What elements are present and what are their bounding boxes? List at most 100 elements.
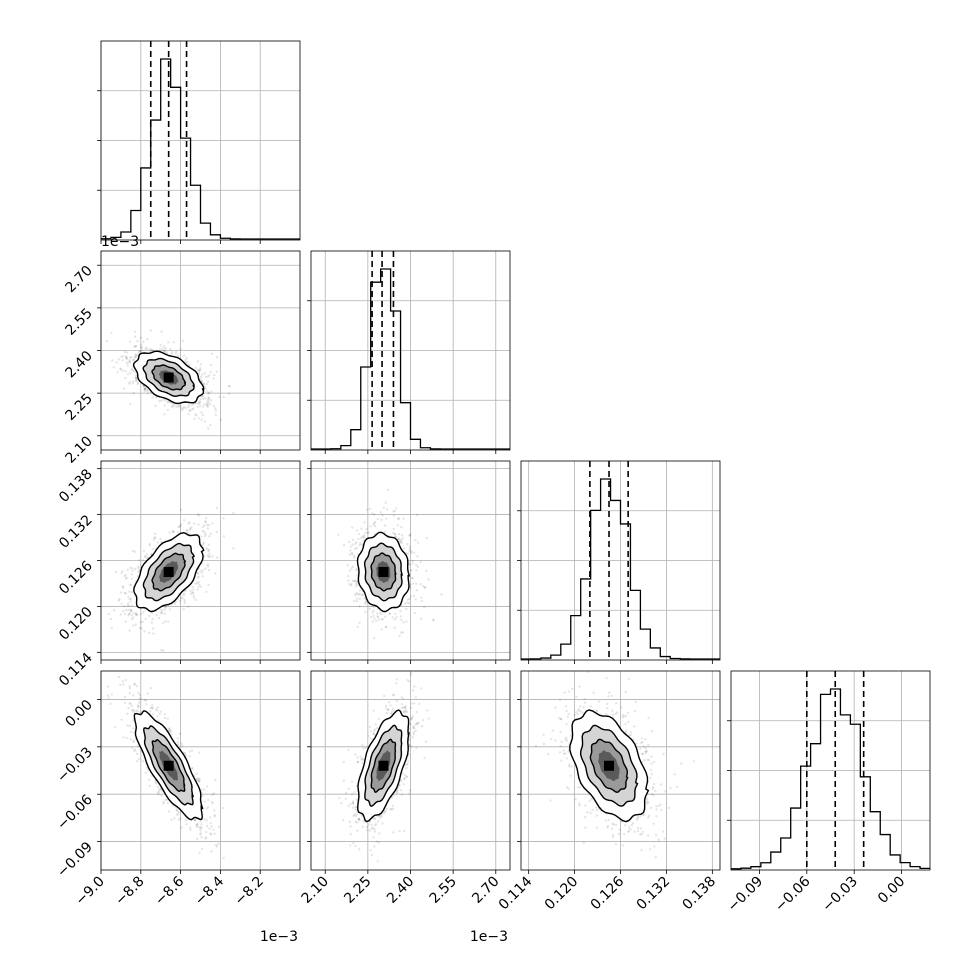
sample-point [157, 719, 160, 723]
sample-point [206, 375, 209, 378]
sample-point [354, 753, 357, 756]
sample-point [185, 529, 189, 532]
sample-point [142, 559, 145, 562]
sample-point [206, 403, 209, 406]
sample-point [393, 532, 397, 536]
sample-point [213, 809, 216, 812]
sample-point [201, 405, 205, 408]
sample-point [369, 849, 372, 852]
sample-point [397, 539, 401, 542]
sample-point [132, 370, 135, 373]
sample-point [351, 802, 355, 805]
sample-point [127, 612, 131, 616]
sample-point [130, 617, 134, 621]
sample-point [177, 531, 180, 534]
sample-point [196, 405, 200, 409]
sample-point [124, 577, 128, 580]
sample-point [159, 787, 162, 791]
sample-point [136, 381, 140, 385]
sample-point [207, 583, 210, 587]
sample-point [168, 531, 171, 534]
sample-point [214, 407, 217, 410]
sample-point [206, 405, 210, 408]
sample-point [202, 397, 205, 401]
sample-point [130, 609, 133, 613]
sample-point [393, 510, 397, 513]
y-tick-label: 2.25 [62, 391, 95, 424]
sample-point [185, 356, 188, 360]
sample-point [351, 526, 354, 529]
sample-point [126, 364, 129, 367]
sample-point [390, 710, 394, 713]
sample-point [410, 702, 413, 705]
sample-point [405, 607, 408, 611]
sample-point [167, 727, 170, 731]
sample-point [208, 568, 211, 572]
sample-point [214, 409, 218, 412]
sample-point [137, 701, 141, 704]
sample-point [180, 826, 183, 829]
sample-point [129, 609, 133, 613]
sample-point [356, 760, 359, 764]
sample-point [181, 339, 185, 342]
y-tick-label: 0.120 [56, 604, 96, 644]
sample-point [139, 336, 143, 339]
sample-point [199, 832, 202, 835]
sample-point [352, 554, 356, 557]
sample-point [140, 348, 144, 352]
sample-point [163, 606, 167, 609]
sample-point [106, 685, 110, 688]
sample-point [205, 590, 208, 593]
sample-point [200, 823, 203, 826]
sample-point [184, 819, 188, 822]
sample-point [356, 625, 359, 629]
sample-point [212, 373, 216, 377]
sample-point [129, 566, 132, 570]
sample-point [197, 371, 201, 375]
sample-point [164, 620, 167, 623]
sample-point [409, 595, 413, 598]
sample-point [196, 369, 199, 372]
sample-point [196, 571, 199, 575]
sample-point [129, 402, 132, 406]
sample-point [358, 621, 361, 625]
sample-point [364, 601, 367, 604]
sample-point [163, 348, 166, 351]
x-tick-label: −9.0 [72, 874, 107, 909]
sample-point [208, 374, 211, 377]
sample-point [207, 392, 210, 395]
sample-point [378, 611, 382, 615]
sample-point [380, 815, 384, 818]
density-panel [337, 488, 443, 640]
histogram [311, 251, 510, 450]
sample-point [166, 801, 170, 805]
sample-point [209, 424, 212, 427]
sample-point [406, 601, 409, 604]
sample-point [205, 824, 209, 828]
sample-point [135, 376, 138, 380]
sample-point [203, 520, 207, 523]
sample-point [217, 842, 220, 846]
sample-point [213, 815, 216, 818]
sample-point [210, 390, 213, 393]
sample-point [151, 617, 154, 621]
sample-point [358, 597, 362, 600]
sample-point [203, 385, 207, 389]
sample-point [193, 522, 196, 525]
sample-point [168, 727, 171, 730]
sample-point [195, 772, 199, 775]
sample-point [180, 408, 184, 412]
sample-point [217, 825, 221, 828]
sample-point [182, 592, 186, 595]
density-panel [338, 671, 430, 863]
sample-point [174, 403, 177, 406]
sample-point [415, 513, 419, 516]
sample-point [171, 351, 174, 354]
sample-point [182, 354, 186, 357]
sample-point [401, 631, 405, 634]
sample-point [200, 571, 204, 575]
sample-point [179, 524, 182, 528]
sample-point [178, 525, 182, 528]
sample-point [378, 832, 381, 835]
